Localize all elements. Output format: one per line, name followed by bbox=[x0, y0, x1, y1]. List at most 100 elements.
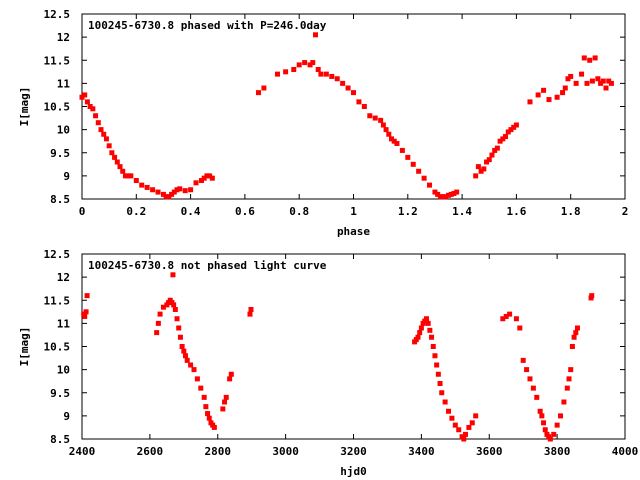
y-tick-label: 11.5 bbox=[44, 294, 71, 307]
data-point bbox=[378, 117, 384, 123]
data-point bbox=[421, 175, 427, 181]
data-point bbox=[184, 357, 190, 363]
data-point bbox=[181, 348, 187, 354]
data-point bbox=[584, 80, 590, 86]
x-tick-label: 0 bbox=[79, 205, 86, 218]
data-point bbox=[466, 424, 472, 430]
data-point bbox=[484, 159, 490, 165]
data-point bbox=[558, 413, 564, 419]
data-point bbox=[160, 191, 166, 197]
data-point bbox=[566, 376, 572, 382]
data-point bbox=[394, 141, 400, 146]
data-point bbox=[581, 55, 587, 61]
data-point bbox=[122, 173, 128, 179]
data-point bbox=[554, 422, 560, 428]
data-point bbox=[534, 394, 540, 400]
data-point bbox=[315, 67, 321, 72]
data-point bbox=[513, 122, 519, 128]
data-point bbox=[551, 431, 557, 437]
data-point bbox=[418, 325, 424, 331]
data-point bbox=[497, 138, 503, 144]
data-point bbox=[82, 92, 88, 98]
data-point bbox=[454, 189, 460, 195]
data-point bbox=[351, 90, 356, 96]
data-point bbox=[489, 152, 495, 158]
x-tick-label: 1.8 bbox=[561, 205, 581, 218]
data-point bbox=[554, 94, 560, 100]
data-point bbox=[170, 272, 176, 278]
data-point bbox=[174, 187, 180, 193]
data-point bbox=[103, 136, 109, 142]
data-point bbox=[603, 85, 609, 91]
data-point bbox=[542, 427, 548, 433]
data-point bbox=[500, 316, 506, 322]
data-point bbox=[541, 420, 547, 426]
data-point bbox=[204, 173, 210, 179]
data-point bbox=[125, 173, 131, 179]
x-axis-label: hjd0 bbox=[340, 465, 367, 478]
data-point bbox=[416, 168, 422, 174]
data-point bbox=[139, 182, 145, 188]
data-point bbox=[155, 189, 161, 195]
data-point bbox=[568, 367, 574, 373]
data-point bbox=[201, 175, 207, 181]
data-point bbox=[527, 99, 533, 105]
x-tick-label: 1.4 bbox=[452, 205, 472, 218]
x-tick-label: 2400 bbox=[69, 445, 96, 458]
data-point bbox=[380, 122, 386, 128]
data-point bbox=[568, 73, 574, 79]
x-tick-label: 2600 bbox=[137, 445, 164, 458]
data-point bbox=[171, 302, 177, 308]
data-point bbox=[93, 113, 99, 119]
x-tick-label: 0.8 bbox=[289, 205, 309, 218]
y-tick-label: 10 bbox=[57, 364, 70, 377]
data-point bbox=[425, 320, 431, 326]
data-point bbox=[329, 73, 335, 79]
y-tick-label: 11.5 bbox=[44, 54, 71, 67]
y-tick-label: 12.5 bbox=[44, 248, 71, 261]
data-point bbox=[334, 76, 340, 82]
data-point bbox=[475, 164, 481, 170]
x-tick-label: 3200 bbox=[340, 445, 367, 458]
data-point bbox=[437, 194, 443, 200]
data-point bbox=[307, 62, 313, 68]
data-point bbox=[106, 143, 112, 149]
data-point bbox=[248, 307, 254, 312]
data-point bbox=[101, 131, 107, 137]
data-point bbox=[432, 353, 438, 359]
data-point bbox=[274, 71, 280, 77]
data-point bbox=[443, 194, 449, 200]
y-tick-label: 10.5 bbox=[44, 101, 71, 114]
data-point bbox=[587, 57, 593, 63]
data-point bbox=[539, 413, 545, 419]
data-point bbox=[410, 161, 416, 167]
y-tick-label: 12 bbox=[57, 31, 70, 44]
x-tick-label: 4000 bbox=[612, 445, 639, 458]
data-point bbox=[133, 178, 139, 183]
y-tick-label: 10.5 bbox=[44, 341, 71, 354]
data-point bbox=[524, 367, 530, 373]
data-point bbox=[473, 173, 479, 179]
data-point bbox=[323, 71, 329, 77]
data-point bbox=[481, 166, 487, 172]
y-tick-label: 11 bbox=[57, 317, 71, 330]
data-point bbox=[367, 113, 373, 119]
data-point bbox=[154, 330, 160, 336]
data-point bbox=[507, 311, 513, 317]
data-point bbox=[87, 104, 93, 109]
data-point bbox=[598, 80, 604, 86]
data-point bbox=[503, 313, 509, 319]
data-point bbox=[356, 99, 362, 105]
data-point bbox=[83, 309, 89, 315]
data-point bbox=[442, 399, 448, 405]
data-point bbox=[144, 184, 150, 190]
data-point bbox=[579, 71, 585, 77]
y-tick-label: 9 bbox=[63, 410, 70, 423]
data-point bbox=[469, 420, 475, 426]
data-point bbox=[296, 62, 302, 68]
data-point bbox=[209, 175, 215, 181]
data-point bbox=[562, 85, 568, 91]
x-tick-label: 1.2 bbox=[398, 205, 418, 218]
x-tick-label: 3400 bbox=[408, 445, 435, 458]
